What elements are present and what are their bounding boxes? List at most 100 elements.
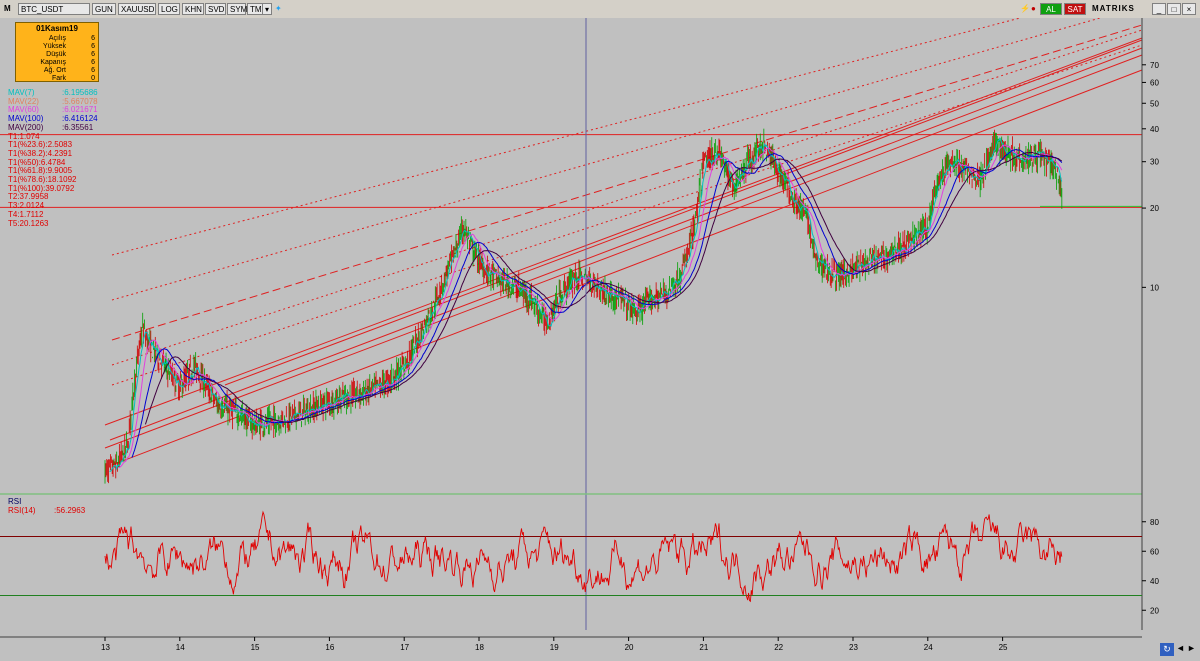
fibo-line: [111, 18, 1101, 301]
trend-line: [109, 47, 1143, 441]
legend-item: MAV(100) :6.416124: [8, 114, 98, 124]
y-tick-label: 30: [1150, 158, 1159, 167]
dropdown-icon[interactable]: ▾: [262, 3, 272, 15]
info-row-label: Fark: [52, 75, 66, 82]
legend-item: T1(%23.6):2.5083: [8, 140, 72, 149]
legend-label: MAV(7): [8, 88, 35, 97]
rsi-value: :56.2963: [54, 506, 86, 515]
info-row-value: 6: [91, 59, 95, 66]
sym-button[interactable]: SYM: [227, 3, 247, 15]
legend-label: T1(%50):6.4784: [8, 157, 66, 167]
info-row: Kapanış 6: [16, 58, 98, 67]
y-tick-label: 40: [1150, 125, 1159, 134]
x-tick-label: 21: [699, 643, 708, 652]
minimize-button[interactable]: _: [1152, 3, 1166, 15]
legend-value: :6.35561: [62, 122, 94, 132]
scroll-left-button[interactable]: ◄: [1176, 643, 1185, 653]
legend-item: T2:37.9958: [8, 192, 48, 201]
legend-label: T1(%100):39.0792: [8, 183, 75, 193]
twitter-icon[interactable]: ✦: [273, 3, 285, 15]
scroll-right-button[interactable]: ►: [1187, 643, 1196, 653]
info-row-value: 6: [91, 35, 95, 42]
fibo-line: [111, 29, 1143, 366]
legend-label: T1:1.074: [8, 131, 40, 141]
fibo-line: [111, 18, 1021, 256]
y-tick-label: 10: [1150, 283, 1159, 292]
legend-label: T1(%61.8):9.9005: [8, 166, 73, 176]
sell-button[interactable]: SAT: [1064, 3, 1086, 15]
y-tick-label: 60: [1150, 78, 1159, 87]
x-tick-label: 20: [625, 643, 634, 652]
svd-button[interactable]: SVD: [205, 3, 226, 15]
legend-item: T1(%78.6):18.1092: [8, 175, 77, 184]
x-tick-label: 15: [251, 643, 260, 652]
legend-item: MAV(60):6.021671: [8, 105, 98, 114]
legend-item: T1(%38.2):4.2391: [8, 149, 72, 158]
info-row-label: Kapanış: [40, 59, 66, 66]
maximize-button[interactable]: □: [1167, 3, 1181, 15]
toolbar: M BTC_USDT GUN XAUUSD LOG KHN SVD SYM TM…: [0, 0, 1200, 19]
trend-line: [104, 54, 1143, 449]
x-tick-label: 16: [325, 643, 334, 652]
moving-average-line: [118, 144, 1063, 468]
rsi-tick-label: 20: [1150, 606, 1159, 615]
legend-item: T1(%100):39.0792: [8, 184, 74, 193]
legend-value: :5.667078: [62, 96, 98, 106]
legend-item: T5:20.1263: [8, 219, 48, 228]
legend-item: T1:1.074: [8, 132, 40, 141]
x-tick-label: 18: [475, 643, 484, 652]
status-icon: ●: [1029, 3, 1039, 15]
logo: M: [2, 3, 16, 15]
legend-label: T3:2.0124: [8, 201, 45, 211]
info-row-value: 6: [91, 43, 95, 50]
x-tick-label: 23: [849, 643, 858, 652]
info-row: Açılış 6: [16, 34, 98, 43]
brand-label: MATRIKS: [1090, 3, 1140, 15]
rsi-title: RSI: [8, 497, 22, 506]
legend-label: MAV(100): [8, 114, 44, 124]
legend-value: :6.021671: [62, 105, 98, 115]
legend-label: T1(%38.2):4.2391: [8, 148, 73, 158]
rsi-label: RSI(14): [8, 506, 36, 515]
legend-value: :6.416124: [62, 114, 98, 124]
legend-item: MAV(200) :6.35561: [8, 122, 93, 132]
y-tick-label: 20: [1150, 204, 1159, 213]
lightning-icon[interactable]: ⚡: [1018, 3, 1030, 15]
symbol-field[interactable]: BTC_USDT: [18, 3, 90, 15]
x-tick-label: 13: [101, 643, 110, 652]
legend-item: MAV(7):6.195686: [8, 88, 98, 97]
buy-button[interactable]: AL: [1040, 3, 1062, 15]
gun-button[interactable]: GUN: [92, 3, 116, 15]
rsi-line: [104, 510, 1063, 603]
x-tick-label: 14: [176, 643, 185, 652]
x-tick-label: 19: [550, 643, 559, 652]
log-button[interactable]: LOG: [158, 3, 180, 15]
rsi-tick-label: 80: [1150, 518, 1159, 527]
legend-label: T4:1.7112: [8, 209, 44, 219]
legend-label: MAV(200): [8, 122, 44, 132]
refresh-icon[interactable]: ↻: [1160, 643, 1174, 656]
info-row-label: Ağ. Ort: [43, 67, 66, 74]
x-tick-label: 24: [924, 643, 933, 652]
info-row-label: Açılış: [48, 35, 66, 42]
x-tick-label: 25: [999, 643, 1008, 652]
xauusd-button[interactable]: XAUUSD: [118, 3, 156, 15]
trend-line: [111, 69, 1143, 466]
legend-item: T1(%61.8):9.9005: [8, 166, 72, 175]
info-row: Ağ. Ort 6: [16, 66, 98, 75]
khn-button[interactable]: KHN: [182, 3, 204, 15]
info-row-label: Yüksek: [43, 43, 66, 50]
info-row: Fark 0: [16, 74, 98, 83]
info-row-value: 6: [91, 67, 95, 74]
rsi-tick-label: 40: [1150, 577, 1159, 586]
y-tick-label: 70: [1150, 61, 1159, 70]
info-row-label: Düşük: [46, 51, 66, 58]
legend-item: MAV(22) :5.667078: [8, 96, 98, 106]
legend-label: MAV(22): [8, 96, 39, 106]
info-row-value: 6: [91, 51, 95, 58]
close-button[interactable]: ×: [1182, 3, 1196, 15]
info-box-title: 01Kasım19: [36, 24, 78, 33]
legend-label: T2:37.9958: [8, 192, 49, 202]
legend-label: T1(%23.6):2.5083: [8, 140, 73, 150]
